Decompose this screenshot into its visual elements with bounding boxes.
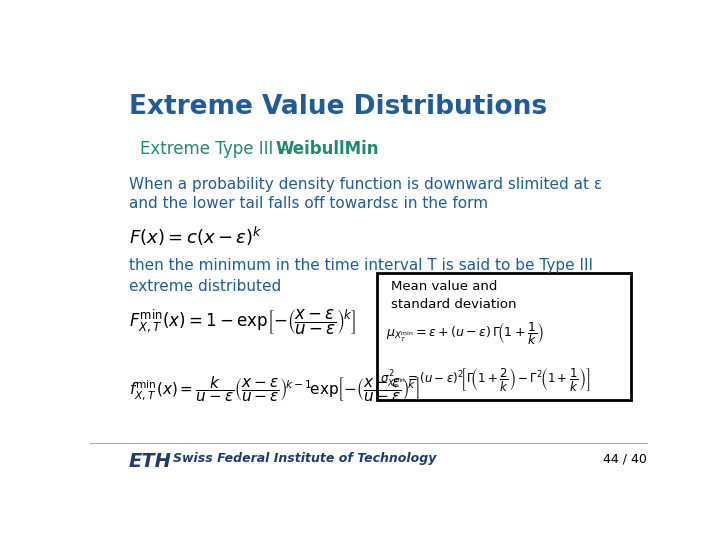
Text: $F_{X,T}^{\min}(x) = 1 - \exp\!\left[-\left(\dfrac{x-\varepsilon}{u-\varepsilon}: $F_{X,T}^{\min}(x) = 1 - \exp\!\left[-\l… bbox=[129, 308, 356, 338]
Text: Swiss Federal Institute of Technology: Swiss Federal Institute of Technology bbox=[173, 453, 436, 465]
Text: Extreme Type III –: Extreme Type III – bbox=[140, 140, 287, 158]
Text: then the minimum in the time interval T is said to be Type III: then the minimum in the time interval T … bbox=[129, 258, 593, 273]
Text: $\sigma^2_{X_T^{\min}} = (u-\varepsilon)^2\!\left[\Gamma\!\left(1+\dfrac{2}{k}\r: $\sigma^2_{X_T^{\min}} = (u-\varepsilon)… bbox=[380, 366, 590, 393]
Text: $\mu_{X_T^{\min}} = \varepsilon + (u-\varepsilon)\,\Gamma\!\left(1+\dfrac{1}{k}\: $\mu_{X_T^{\min}} = \varepsilon + (u-\va… bbox=[386, 321, 544, 347]
FancyBboxPatch shape bbox=[377, 273, 631, 400]
Text: $f_{X,T}^{\min}(x) = \dfrac{k}{u-\varepsilon}\left(\dfrac{x-\varepsilon}{u-\vare: $f_{X,T}^{\min}(x) = \dfrac{k}{u-\vareps… bbox=[129, 375, 420, 404]
Text: 44 / 40: 44 / 40 bbox=[603, 453, 647, 465]
Text: and the lower tail falls off towardsε in the form: and the lower tail falls off towardsε in… bbox=[129, 196, 488, 211]
Text: $F(x) = c(x - \varepsilon)^k$: $F(x) = c(x - \varepsilon)^k$ bbox=[129, 225, 263, 248]
Text: ETH: ETH bbox=[129, 453, 172, 471]
Text: WeibullMin: WeibullMin bbox=[275, 140, 379, 158]
Text: When a probability density function is downward slimited at ε: When a probability density function is d… bbox=[129, 177, 602, 192]
Text: Extreme Value Distributions: Extreme Value Distributions bbox=[129, 94, 547, 120]
Text: extreme distributed: extreme distributed bbox=[129, 279, 282, 294]
Text: Mean value and
standard deviation: Mean value and standard deviation bbox=[392, 280, 517, 311]
